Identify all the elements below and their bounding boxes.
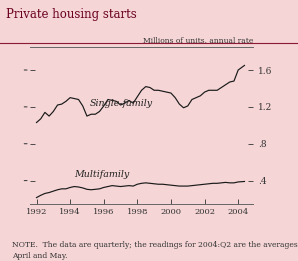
Text: Multifamily: Multifamily: [74, 170, 130, 179]
Text: Single-family: Single-family: [90, 99, 153, 108]
Text: NOTE.  The data are quarterly; the readings for 2004:Q2 are the averages for
Apr: NOTE. The data are quarterly; the readin…: [12, 241, 298, 260]
Text: Millions of units, annual rate: Millions of units, annual rate: [143, 36, 253, 44]
Text: Private housing starts: Private housing starts: [6, 8, 137, 21]
